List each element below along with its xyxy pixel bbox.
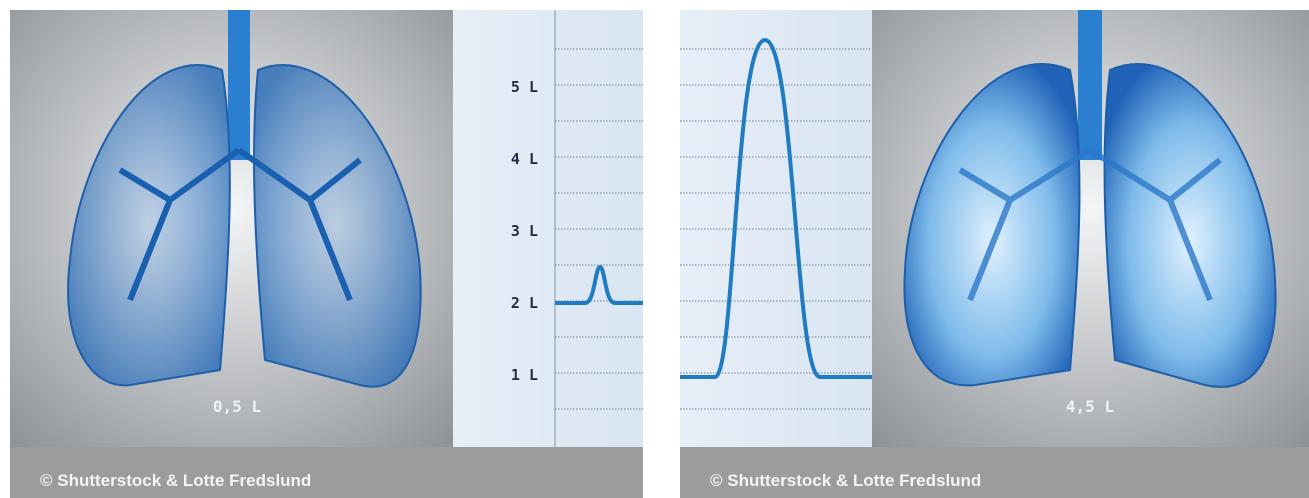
axis-label: 5 L — [511, 78, 538, 96]
caption: © Shutterstock & Lotte Fredslund — [40, 471, 311, 490]
axis-label: 3 L — [511, 222, 538, 240]
infographic: 5 L 4 L 3 L 2 L 1 L 0,5 L © Shutterstock & L… — [0, 0, 1309, 498]
volume-label: 0,5 L — [213, 397, 261, 416]
axis-label: 2 L — [511, 294, 538, 312]
axis-label: 4 L — [511, 150, 538, 168]
page: 5 L 4 L 3 L 2 L 1 L 0,5 L © Shutterstock & L… — [0, 0, 1309, 498]
axis-label: 1 L — [511, 366, 538, 384]
volume-label: 4,5 L — [1066, 397, 1114, 416]
chart-background — [453, 10, 643, 447]
caption: © Shutterstock & Lotte Fredslund — [710, 471, 981, 490]
